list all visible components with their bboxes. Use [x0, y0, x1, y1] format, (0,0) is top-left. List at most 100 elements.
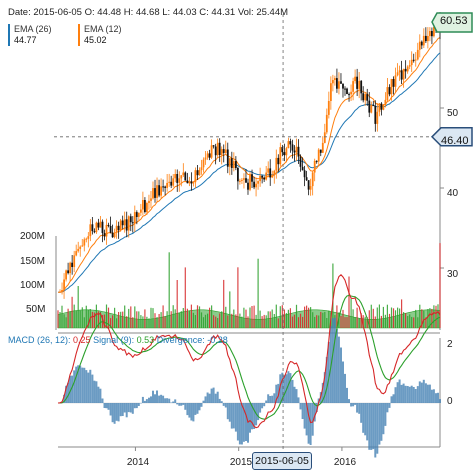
- price-tick-40: 40: [447, 188, 459, 199]
- candle-body: [404, 68, 407, 72]
- volume-bar: [439, 243, 441, 328]
- volume-bar: [87, 309, 89, 328]
- ema26-line: [57, 52, 441, 293]
- volume-bar: [352, 309, 354, 328]
- candle-body: [297, 146, 300, 157]
- divergence-bar: [184, 403, 187, 410]
- volume-bar: [322, 312, 324, 328]
- candle-body: [192, 182, 195, 184]
- divergence-bar: [117, 403, 120, 422]
- candle-body: [172, 178, 175, 186]
- divergence-bar: [356, 403, 359, 413]
- divergence-bar: [143, 400, 146, 403]
- volume-bar: [67, 308, 69, 328]
- volume-tick-50m: 50M: [26, 304, 46, 315]
- candle-body: [186, 180, 189, 184]
- volume-bar: [237, 267, 239, 328]
- divergence-bar: [313, 403, 316, 422]
- legend-ema12-label: EMA (12): [84, 24, 122, 34]
- volume-bar: [310, 307, 312, 328]
- divergence-bar: [335, 328, 338, 403]
- candle-body: [433, 26, 435, 37]
- divergence-bar: [145, 399, 148, 403]
- volume-bar: [83, 317, 85, 328]
- divergence-bar: [378, 403, 381, 445]
- divergence-bar: [295, 389, 298, 403]
- volume-bar: [95, 304, 97, 328]
- divergence-bar: [435, 393, 437, 403]
- volume-bar: [273, 314, 275, 328]
- volume-bar: [394, 310, 397, 328]
- divergence-bar: [283, 375, 286, 403]
- volume-bar: [178, 312, 180, 328]
- candle-body: [372, 105, 375, 107]
- candle-body: [342, 83, 344, 89]
- candle-body: [340, 81, 342, 84]
- candle-body: [226, 149, 229, 167]
- candle-body: [214, 146, 217, 156]
- crosshair-price-label: 46.40: [441, 135, 469, 147]
- divergence-bar: [374, 403, 377, 458]
- candle-body: [178, 178, 181, 183]
- volume-bar: [105, 304, 108, 328]
- divergence-bar: [257, 403, 260, 421]
- candle-body: [348, 94, 350, 96]
- crosshair-price-badge: [430, 127, 473, 147]
- candle-body: [168, 181, 171, 183]
- candle-body: [255, 183, 257, 188]
- volume-bar: [93, 312, 95, 328]
- volume-bar: [324, 311, 326, 328]
- candle-body: [196, 170, 199, 176]
- volume-bar: [370, 304, 372, 328]
- divergence-bar: [194, 403, 197, 415]
- price-tick-30: 30: [447, 269, 459, 280]
- volume-bar: [180, 311, 182, 328]
- volume-bar: [200, 312, 203, 328]
- divergence-bar: [228, 403, 231, 422]
- divergence-bar: [380, 403, 383, 441]
- candle-body: [133, 212, 136, 224]
- divergence-bar: [368, 403, 371, 450]
- candle-body: [325, 114, 328, 133]
- volume-bar: [299, 313, 302, 328]
- volume-bar: [384, 314, 386, 328]
- divergence-bar: [166, 398, 169, 403]
- divergence-bar: [394, 387, 397, 403]
- divergence-bar: [190, 403, 193, 421]
- volume-bar: [174, 309, 176, 328]
- candle-body: [212, 145, 215, 147]
- volume-bar: [356, 307, 358, 328]
- volume-bar: [190, 304, 192, 328]
- volume-bar: [326, 318, 328, 328]
- divergence-bar: [261, 403, 264, 409]
- divergence-bar: [291, 379, 294, 403]
- divergence-bar: [154, 394, 156, 403]
- candle-body: [291, 144, 294, 151]
- divergence-bar: [222, 403, 225, 406]
- candle-body: [356, 76, 358, 89]
- volume-bar: [293, 314, 296, 328]
- volume-bar: [138, 311, 140, 328]
- volume-bar: [194, 315, 196, 328]
- legend-ema26: EMA (26) 44.77: [8, 24, 52, 46]
- volume-bar: [91, 311, 93, 328]
- volume-bar: [61, 305, 63, 328]
- candle-body: [123, 219, 126, 226]
- candle-body: [121, 220, 124, 226]
- volume-bar: [186, 308, 188, 328]
- ohlc-header: Date: 2015-06-05 O: 44.48 H: 44.68 L: 44…: [8, 7, 289, 18]
- candle-body: [140, 209, 142, 213]
- volume-bar: [320, 311, 322, 328]
- volume-bar: [374, 316, 376, 328]
- candle-body: [338, 81, 340, 89]
- candle-body: [402, 68, 405, 80]
- volume-bar: [346, 317, 348, 328]
- volume-bar: [340, 316, 342, 328]
- ema12-line: [57, 36, 441, 293]
- candle-body: [321, 142, 324, 153]
- divergence-bar: [160, 394, 163, 403]
- divergence-bar: [416, 386, 419, 403]
- candle-body: [69, 262, 71, 274]
- divergence-bar: [372, 403, 375, 450]
